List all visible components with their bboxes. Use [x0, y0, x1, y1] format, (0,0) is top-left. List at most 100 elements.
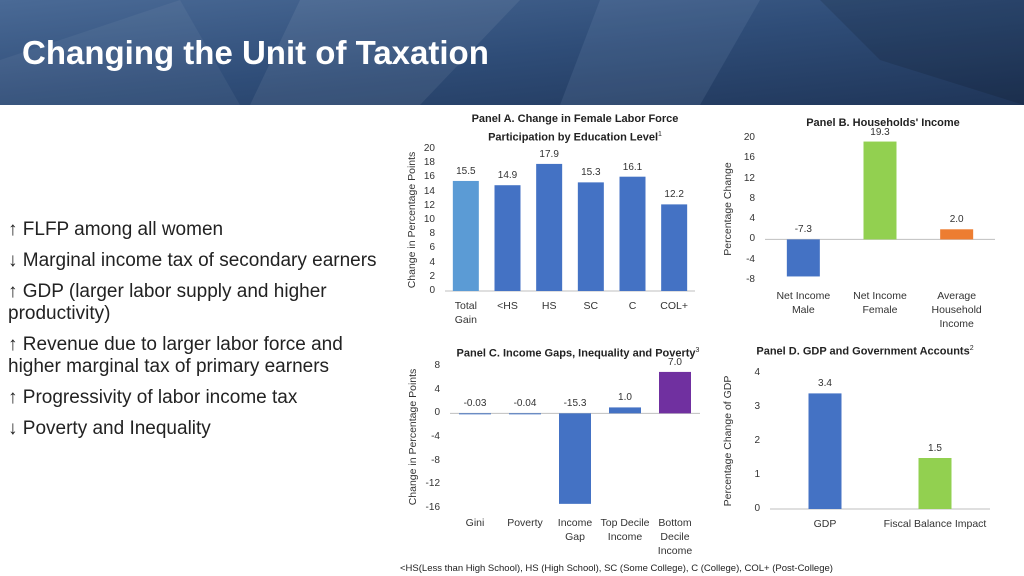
- y-tick-label: 0: [749, 233, 755, 245]
- slide-title: Changing the Unit of Taxation: [22, 34, 489, 71]
- bar: [452, 180, 479, 291]
- value-label: 15.3: [581, 167, 601, 179]
- y-tick-label: 10: [423, 214, 435, 225]
- value-label: -0.03: [463, 398, 487, 410]
- bullet: ↓ Poverty and Inequality: [8, 418, 211, 439]
- value-label: -0.04: [513, 398, 537, 410]
- y-tick-label: -4: [746, 253, 755, 265]
- y-tick-label: 16: [423, 171, 435, 183]
- x-tick-label: Net Income Male: [776, 290, 831, 316]
- value-label: 12.2: [664, 189, 684, 201]
- x-tick-label: Top Decile Income: [600, 517, 650, 543]
- y-tick-label: 3: [754, 401, 760, 412]
- y-tick-label: 4: [434, 383, 440, 395]
- y-tick-label: 1: [754, 469, 760, 480]
- x-tick-label: Total Gain: [454, 300, 477, 326]
- bar: [509, 413, 541, 415]
- bullet: ↑ Revenue due to larger labor force and …: [8, 334, 343, 377]
- x-tick-label: Fiscal Balance Impact: [883, 518, 987, 530]
- y-tick-label: 12: [423, 199, 435, 211]
- x-tick-label: COL+: [660, 300, 689, 312]
- value-label: 7.0: [668, 356, 682, 368]
- y-tick-label: 20: [423, 143, 435, 154]
- x-tick-label: Income Gap: [557, 517, 593, 543]
- chart-title: Panel A. Change in Female Labor Force Pa…: [460, 112, 690, 146]
- chart-title: Panel B. Households' Income: [763, 116, 1003, 131]
- y-tick-label: 2: [429, 270, 435, 282]
- value-label: -7.3: [794, 224, 812, 236]
- x-tick-label: <HS: [497, 300, 518, 312]
- x-tick-label: GDP: [813, 518, 837, 530]
- bullet: ↑ GDP (larger labor supply and higher pr…: [8, 281, 327, 324]
- x-tick-label: Gini: [465, 517, 485, 529]
- bar: [494, 185, 521, 291]
- header-band: [0, 0, 1024, 105]
- header-shape: [820, 0, 1024, 105]
- bar: [786, 239, 820, 277]
- footnote: <HS(Less than High School), HS (High Sch…: [400, 563, 833, 574]
- bar: [609, 407, 641, 414]
- y-tick-label: 16: [743, 152, 755, 164]
- y-tick-label: 0: [754, 503, 760, 514]
- chart-title: Panel C. Income Gaps, Inequality and Pov…: [438, 343, 718, 362]
- y-tick-label: 14: [423, 185, 435, 197]
- bar: [863, 141, 897, 240]
- y-tick-label: -12: [425, 478, 440, 490]
- y-tick-label: 8: [749, 192, 755, 204]
- bar: [808, 393, 842, 509]
- x-tick-label: C: [628, 300, 637, 312]
- value-label: 14.9: [497, 170, 518, 182]
- y-tick-label: -4: [431, 431, 440, 442]
- value-label: 17.9: [539, 148, 559, 160]
- x-tick-label: Average Household Income: [931, 290, 982, 330]
- header-shape: [250, 0, 520, 105]
- footnote-mark: 1: [658, 131, 662, 138]
- value-label: 3.4: [818, 378, 832, 390]
- bar: [940, 229, 974, 240]
- y-tick-label: -16: [425, 502, 440, 513]
- chart-title-text: Panel C. Income Gaps, Inequality and Pov…: [456, 347, 696, 360]
- bullet-list: ↑ FLFP among all women ↓ Marginal income …: [8, 219, 378, 449]
- bar: [577, 182, 604, 291]
- x-tick-label: Net Income Female: [853, 290, 907, 316]
- value-label: 2.0: [949, 214, 964, 226]
- value-label: -15.3: [563, 398, 587, 410]
- y-tick-label: 4: [754, 367, 760, 378]
- x-tick-label: SC: [583, 300, 599, 312]
- y-tick-label: 4: [429, 256, 435, 268]
- chart-title-text: Panel A. Change in Female Labor Force Pa…: [471, 113, 679, 144]
- value-label: 16.1: [622, 161, 643, 173]
- y-tick-label: 4: [749, 213, 755, 225]
- x-tick-label: Poverty: [507, 517, 543, 529]
- y-tick-label: 18: [423, 157, 435, 169]
- x-tick-label: HS: [541, 300, 557, 312]
- value-label: 1.5: [928, 443, 942, 454]
- bar: [918, 458, 952, 509]
- y-tick-label: 0: [434, 407, 440, 419]
- x-tick-label: Bottom Decile Income: [657, 517, 693, 557]
- header-shape: [560, 0, 760, 105]
- y-tick-label: -8: [746, 274, 755, 285]
- y-tick-label: 8: [429, 228, 435, 240]
- chart-title-text: Panel B. Households' Income: [806, 117, 960, 129]
- header-shape: [0, 0, 240, 105]
- y-tick-label: 8: [434, 360, 440, 371]
- y-tick-label: 20: [743, 132, 755, 143]
- bar: [619, 176, 646, 291]
- footnote-mark: 3: [695, 347, 700, 354]
- bullet: ↓ Marginal income tax of secondary earne…: [8, 250, 377, 271]
- footnote-mark: 2: [969, 345, 974, 352]
- y-tick-label: 2: [754, 435, 760, 446]
- bar: [536, 163, 563, 291]
- y-tick-label: -8: [431, 454, 440, 466]
- bullet: ↑ FLFP among all women: [8, 219, 224, 240]
- value-label: 19.3: [870, 126, 890, 138]
- bar: [459, 413, 491, 415]
- value-label: 15.5: [456, 165, 476, 177]
- y-tick-label: 6: [429, 242, 435, 254]
- bullet: ↑ Progressivity of labor income tax: [8, 387, 298, 408]
- bar: [559, 413, 591, 504]
- chart-title-text: Panel D. GDP and Government Accounts: [756, 345, 970, 358]
